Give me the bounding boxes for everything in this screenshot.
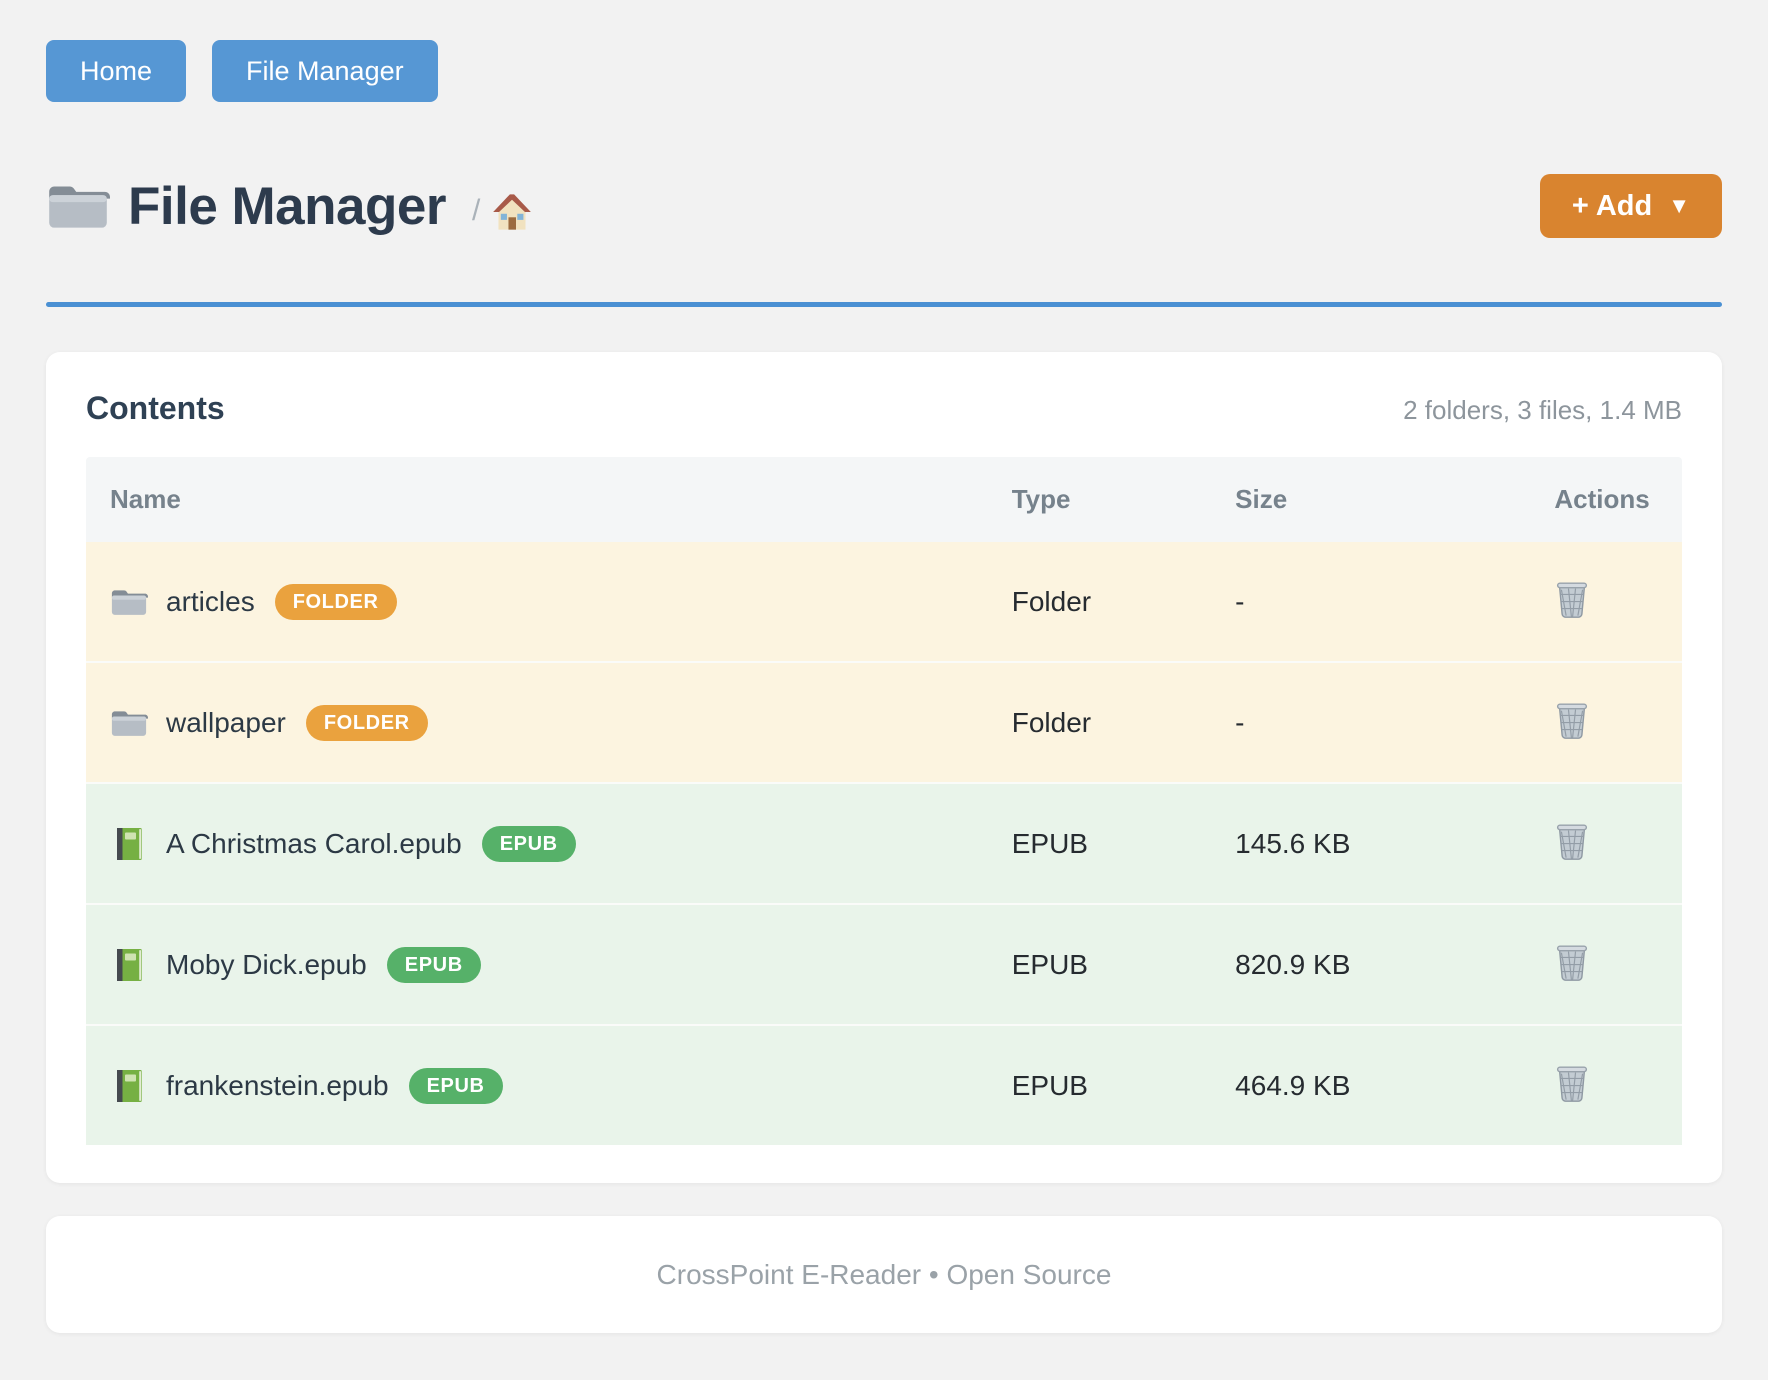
type-badge: EPUB <box>409 1068 503 1104</box>
type-cell: Folder <box>996 542 1219 662</box>
book-icon <box>110 948 148 982</box>
column-header-type: Type <box>996 457 1219 542</box>
table-row: wallpaper FOLDER Folder - <box>86 662 1682 783</box>
page-title: File Manager <box>128 176 446 237</box>
nav-file-manager-button[interactable]: File Manager <box>212 40 438 102</box>
card-summary: 2 folders, 3 files, 1.4 MB <box>1403 395 1682 426</box>
footer-text: CrossPoint E-Reader • Open Source <box>657 1259 1112 1291</box>
breadcrumb-separator: / <box>472 194 480 228</box>
size-cell: 145.6 KB <box>1219 783 1538 904</box>
file-name[interactable]: A Christmas Carol.epub <box>166 828 462 860</box>
folder-icon <box>110 706 148 740</box>
table-row: articles FOLDER Folder - <box>86 542 1682 662</box>
top-nav: Home File Manager <box>46 40 1722 102</box>
card-header: Contents 2 folders, 3 files, 1.4 MB <box>86 390 1682 427</box>
file-name[interactable]: Moby Dick.epub <box>166 949 367 981</box>
type-badge: EPUB <box>482 826 576 862</box>
book-icon <box>110 1069 148 1103</box>
file-name[interactable]: articles <box>166 586 255 618</box>
page-header: File Manager / + Add ▼ <box>46 174 1722 238</box>
type-badge: FOLDER <box>275 584 397 620</box>
footer-card: CrossPoint E-Reader • Open Source <box>46 1216 1722 1333</box>
type-badge: EPUB <box>387 947 481 983</box>
size-cell: - <box>1219 662 1538 783</box>
folder-icon <box>110 585 148 619</box>
column-header-name: Name <box>86 457 996 542</box>
table-row: Moby Dick.epub EPUB EPUB 820.9 KB <box>86 904 1682 1025</box>
table-row: A Christmas Carol.epub EPUB EPUB 145.6 K… <box>86 783 1682 904</box>
trash-button[interactable] <box>1554 578 1590 618</box>
page: Home File Manager File Manager / + Add ▼… <box>0 0 1768 1380</box>
type-cell: EPUB <box>996 783 1219 904</box>
file-name[interactable]: frankenstein.epub <box>166 1070 389 1102</box>
column-header-actions: Actions <box>1538 457 1682 542</box>
type-badge: FOLDER <box>306 705 428 741</box>
trash-button[interactable] <box>1554 820 1590 860</box>
contents-card: Contents 2 folders, 3 files, 1.4 MB Name… <box>46 352 1722 1183</box>
book-icon <box>110 827 148 861</box>
add-button[interactable]: + Add ▼ <box>1540 174 1722 238</box>
column-header-size: Size <box>1219 457 1538 542</box>
trash-button[interactable] <box>1554 699 1590 739</box>
table-row: frankenstein.epub EPUB EPUB 464.9 KB <box>86 1025 1682 1145</box>
title-divider <box>46 302 1722 307</box>
files-table: Name Type Size Actions articles FOLDER F… <box>86 457 1682 1145</box>
type-cell: EPUB <box>996 904 1219 1025</box>
trash-button[interactable] <box>1554 941 1590 981</box>
card-title: Contents <box>86 390 225 427</box>
caret-down-icon: ▼ <box>1668 193 1690 219</box>
trash-button[interactable] <box>1554 1062 1590 1102</box>
nav-home-button[interactable]: Home <box>46 40 186 102</box>
type-cell: EPUB <box>996 1025 1219 1145</box>
folder-icon <box>46 179 110 233</box>
file-name[interactable]: wallpaper <box>166 707 286 739</box>
house-icon[interactable] <box>492 192 532 232</box>
add-button-label: + Add <box>1572 190 1652 223</box>
table-header-row: Name Type Size Actions <box>86 457 1682 542</box>
size-cell: - <box>1219 542 1538 662</box>
size-cell: 464.9 KB <box>1219 1025 1538 1145</box>
size-cell: 820.9 KB <box>1219 904 1538 1025</box>
type-cell: Folder <box>996 662 1219 783</box>
